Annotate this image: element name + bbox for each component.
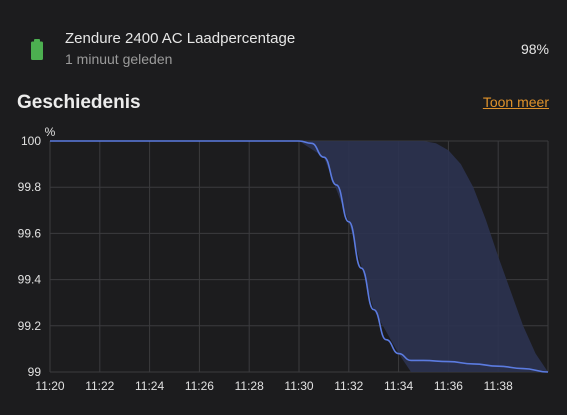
y-tick-label: 99.6 (18, 226, 42, 240)
last-changed: 1 minuut geleden (65, 51, 173, 67)
confidence-band (299, 141, 548, 372)
x-tick-label: 11:22 (85, 379, 114, 393)
y-tick-label: 99.4 (18, 273, 42, 287)
history-title: Geschiedenis (17, 92, 141, 113)
show-more-link[interactable]: Toon meer (482, 94, 549, 110)
x-tick-label: 11:36 (434, 379, 463, 393)
x-tick-label: 11:20 (35, 379, 64, 393)
series-line (50, 140, 549, 373)
entity-state: 98% (520, 41, 549, 57)
y-axis-label: % (45, 125, 56, 139)
y-tick-label: 99.8 (18, 180, 42, 194)
x-tick-label: 11:26 (185, 379, 214, 393)
battery-icon-svg (31, 39, 43, 60)
x-tick-label: 11:30 (284, 379, 313, 393)
x-tick-label: 11:32 (334, 379, 363, 393)
battery-icon (29, 38, 45, 62)
x-tick-label: 11:34 (384, 379, 413, 393)
entity-row[interactable]: Zendure 2400 AC Laadpercentage 1 minuut … (0, 0, 567, 85)
y-tick-label: 99 (28, 365, 42, 379)
battery-terminal (34, 39, 40, 42)
x-tick-label: 11:38 (484, 379, 513, 393)
entity-name: Zendure 2400 AC Laadpercentage (65, 30, 296, 47)
x-tick-label: 11:28 (235, 379, 264, 393)
y-tick-label: 100 (21, 134, 41, 148)
battery-body (31, 41, 43, 60)
x-tick-label: 11:24 (135, 379, 164, 393)
y-tick-label: 99.2 (18, 319, 42, 333)
